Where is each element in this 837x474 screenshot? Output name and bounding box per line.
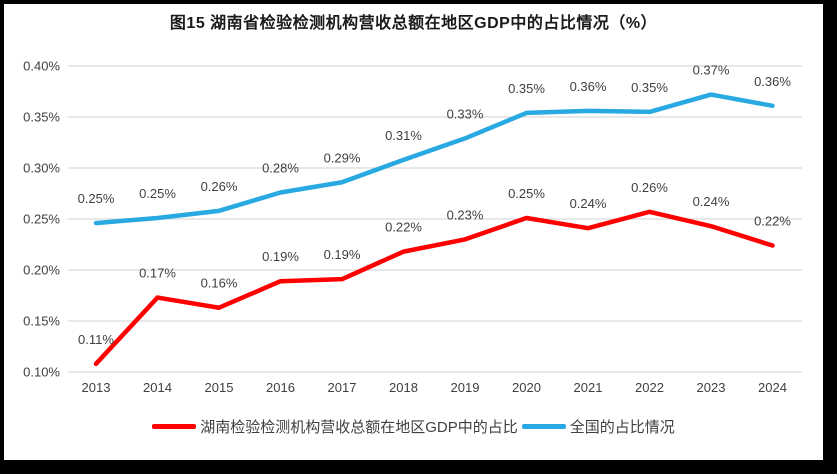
data-label: 0.17%: [139, 266, 176, 281]
data-label: 0.16%: [201, 276, 238, 291]
x-tick-label: 2013: [82, 380, 111, 395]
data-label: 0.33%: [447, 106, 484, 121]
series-line-0: [93, 209, 775, 367]
data-label: 0.35%: [508, 81, 545, 96]
legend-label-hunan-series: 湖南检验检测机构营收总额在地区GDP中的占比: [200, 419, 518, 436]
y-axis-tick-labels: 0.40% 0.35% 0.30% 0.25% 0.20% 0.15% 0.10%: [23, 59, 60, 380]
data-label: 0.24%: [570, 196, 607, 211]
data-label: 0.28%: [262, 160, 299, 175]
data-label: 0.25%: [78, 191, 115, 206]
data-label: 0.26%: [631, 180, 668, 195]
data-label: 0.31%: [385, 128, 422, 143]
data-label: 0.35%: [631, 80, 668, 95]
data-label: 0.36%: [754, 74, 791, 89]
legend-swatch-national-series: [521, 424, 566, 429]
data-labels-series-1: 0.25% 0.25% 0.26% 0.28% 0.29% 0.31% 0.33% 0.35%…: [78, 63, 792, 207]
x-tick-label: 2014: [143, 380, 172, 395]
x-tick-label: 2022: [635, 380, 664, 395]
y-tick-label: 0.25%: [23, 212, 60, 227]
x-tick-label: 2018: [389, 380, 418, 395]
data-labels-series-0: 0.11% 0.17% 0.16% 0.19% 0.19% 0.22% 0.23% 0.25%…: [78, 180, 791, 347]
legend-label-national-series: 全国的占比情况: [569, 419, 675, 436]
y-tick-label: 0.40%: [23, 59, 60, 74]
data-label: 0.25%: [508, 186, 545, 201]
data-label: 0.19%: [262, 249, 299, 264]
data-label: 0.36%: [570, 79, 607, 94]
data-label: 0.23%: [447, 207, 484, 222]
data-label: 0.22%: [754, 214, 791, 229]
data-label: 0.25%: [139, 186, 176, 201]
y-tick-label: 0.35%: [23, 110, 60, 125]
x-tick-label: 2021: [574, 380, 603, 395]
data-label: 0.22%: [385, 220, 422, 235]
x-tick-label: 2019: [451, 380, 480, 395]
y-tick-label: 0.15%: [23, 314, 60, 329]
y-tick-label: 0.20%: [23, 263, 60, 278]
y-tick-label: 0.30%: [23, 161, 60, 176]
data-label: 0.29%: [324, 150, 361, 165]
chart-title: 图15 湖南省检验检测机构营收总额在地区GDP中的占比情况（%）: [169, 15, 658, 32]
data-label: 0.11%: [78, 332, 114, 347]
data-label: 0.37%: [693, 63, 730, 78]
y-tick-label: 0.10%: [23, 365, 60, 380]
gridlines: [68, 65, 802, 373]
data-label: 0.19%: [324, 247, 361, 262]
x-tick-label: 2020: [512, 380, 541, 395]
data-label: 0.26%: [201, 179, 238, 194]
legend: 湖南检验检测机构营收总额在地区GDP中的占比 全国的占比情况: [4, 416, 823, 437]
legend-swatch-hunan-series: [152, 424, 197, 429]
x-axis-tick-labels: 2013 2014 2015 2016 2017 2018 2019 2020 2021 2022…: [82, 380, 787, 395]
x-tick-label: 2023: [697, 380, 726, 395]
x-tick-label: 2017: [328, 380, 357, 395]
data-label: 0.24%: [693, 194, 730, 209]
x-tick-label: 2024: [758, 380, 787, 395]
line-chart-canvas: 0.40%0.35%0.30%0.25%0.20%0.15%0.10%2013 2…: [23, 59, 802, 395]
x-tick-label: 2015: [205, 380, 234, 395]
x-tick-label: 2016: [266, 380, 295, 395]
series-line-1: [93, 92, 775, 226]
